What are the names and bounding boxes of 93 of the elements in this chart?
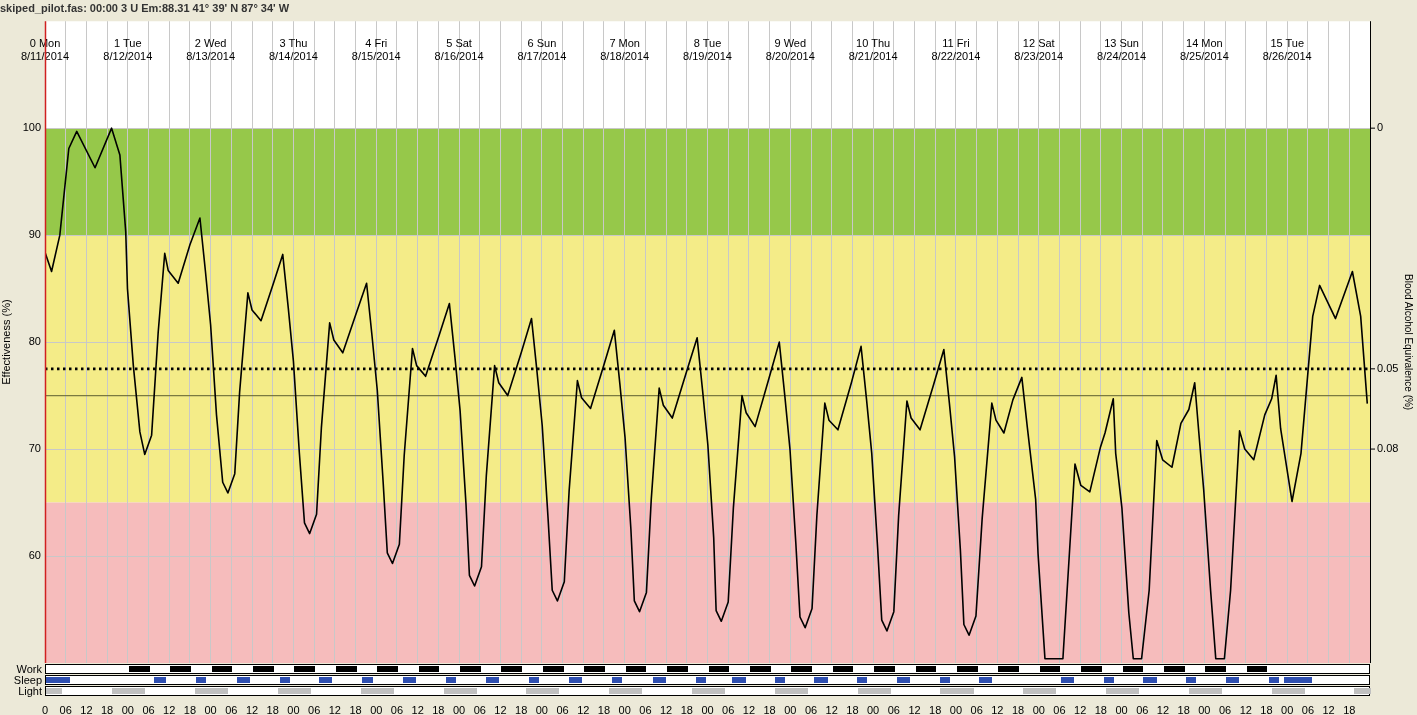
x2-tick-label: 15 Tue 8/26/2014 bbox=[1262, 37, 1312, 63]
x-tick-label: 12 bbox=[494, 703, 507, 715]
y-tick-label: 70 bbox=[28, 442, 41, 455]
x-tick-label: 12 bbox=[991, 703, 1004, 715]
x-tick-label: 06 bbox=[142, 703, 155, 715]
x-tick-label: 12 bbox=[1156, 703, 1170, 715]
x-tick-label: 00 bbox=[701, 703, 714, 715]
x2-tick-label: 10 Thu 8/21/2014 bbox=[848, 37, 898, 63]
x-tick-label: 06 bbox=[390, 703, 404, 715]
x-tick-label: 00 bbox=[1281, 703, 1294, 715]
x-tick-label: 18 bbox=[763, 703, 776, 715]
text: Light bbox=[18, 684, 42, 697]
x-tick-label: 18 bbox=[432, 703, 445, 715]
x2-tick-label: 3 Thu 8/14/2014 bbox=[268, 37, 318, 63]
annotation: 0 bbox=[1377, 121, 1384, 134]
x-tick-label: 00 bbox=[867, 703, 880, 715]
x-tick-label: 00 bbox=[1198, 703, 1211, 715]
x-tick-label: 12 bbox=[411, 703, 424, 715]
x2-tick-label: 11 Fri 8/22/2014 bbox=[931, 37, 981, 63]
x-tick-label: 18 bbox=[680, 703, 693, 715]
x2-tick-label: 14 Mon 8/25/2014 bbox=[1179, 37, 1229, 63]
x-tick-label: 06 bbox=[804, 703, 818, 715]
x-tick-label: 00 bbox=[1115, 703, 1128, 715]
y-axis-title: Effectiveness (%) bbox=[0, 299, 12, 385]
x-tick-label: 18 bbox=[1094, 703, 1107, 715]
x-tick-label: 06 bbox=[970, 703, 983, 715]
x2-tick-label: 12 Sat 8/23/2014 bbox=[1014, 37, 1064, 63]
x-tick-label: 18 bbox=[1343, 703, 1356, 715]
x-tick-label: 18 bbox=[846, 703, 859, 715]
x-tick-label: 18 bbox=[1177, 703, 1190, 715]
x-tick-label: 18 bbox=[929, 703, 942, 715]
x-tick-label: 12 bbox=[245, 703, 259, 715]
text: Sleep bbox=[13, 673, 42, 686]
x-tick-label: 06 bbox=[722, 703, 735, 715]
x-tick-label: 12 bbox=[742, 703, 756, 715]
x-tick-label: 00 bbox=[949, 703, 963, 715]
x-tick-label: 00 bbox=[452, 703, 466, 715]
x-tick-label: 00 bbox=[618, 703, 631, 715]
x-tick-label: 06 bbox=[1301, 703, 1315, 715]
x-tick-label: 00 bbox=[784, 703, 797, 715]
x-tick-label: 06 bbox=[556, 703, 569, 715]
x-tick-label: 18 bbox=[349, 703, 362, 715]
x-tick-label: 00 bbox=[204, 703, 217, 715]
x-tick-label: 00 bbox=[370, 703, 383, 715]
x-tick-label: 06 bbox=[887, 703, 900, 715]
x-tick-label: 18 bbox=[597, 703, 611, 715]
chart-title: skiped_pilot.fas: 00:00 3 U Em:88.31 41° 39' N 87° 34' W bbox=[0, 1, 290, 14]
x-tick-label: 12 bbox=[577, 703, 590, 715]
x-tick-label: 06 bbox=[639, 703, 652, 715]
x-tick-label: 12 bbox=[825, 703, 838, 715]
x2-tick-label: 1 Tue 8/12/2014 bbox=[103, 37, 153, 63]
x-tick-label: 18 bbox=[183, 703, 197, 715]
y-tick-label: 60 bbox=[28, 549, 41, 562]
x-tick-label: 00 bbox=[121, 703, 134, 715]
x-tick-label: 12 bbox=[328, 703, 341, 715]
x-tick-label: 12 bbox=[1322, 703, 1335, 715]
x-tick-label: 18 bbox=[266, 703, 279, 715]
x-tick-label: 18 bbox=[1260, 703, 1273, 715]
x2-tick-label: 9 Wed 8/20/2014 bbox=[765, 37, 815, 63]
x-tick-label: 00 bbox=[1032, 703, 1045, 715]
x-tick-label: 12 bbox=[659, 703, 673, 715]
annotation: 0.05 bbox=[1377, 361, 1399, 374]
x-tick-label: 18 bbox=[515, 703, 528, 715]
x-tick-label: 06 bbox=[473, 703, 486, 715]
x2-tick-label: 7 Mon 8/18/2014 bbox=[600, 37, 650, 63]
y-tick-label: 90 bbox=[28, 228, 41, 241]
x-tick-label: 12 bbox=[163, 703, 176, 715]
y-tick-label: 80 bbox=[28, 335, 41, 348]
x-tick-label: 06 bbox=[59, 703, 72, 715]
x-tick-label: 00 bbox=[535, 703, 548, 715]
x-tick-label: 12 bbox=[1239, 703, 1252, 715]
x-tick-label: 00 bbox=[287, 703, 300, 715]
x2-tick-label: 6 Sun 8/17/2014 bbox=[517, 37, 567, 63]
x-tick-label: 06 bbox=[1136, 703, 1149, 715]
x2-tick-label: 5 Sat 8/16/2014 bbox=[434, 37, 484, 63]
x-tick-label: 12 bbox=[908, 703, 921, 715]
y-tick-label: 100 bbox=[22, 121, 41, 134]
x-tick-label: 06 bbox=[1053, 703, 1066, 715]
x-tick-label: 0 bbox=[41, 703, 49, 715]
annotation: 0.08 bbox=[1377, 442, 1399, 455]
x2-tick-label: 8 Tue 8/19/2014 bbox=[683, 37, 732, 63]
x-tick-label: 18 bbox=[100, 703, 114, 715]
y2-axis-title: Blood Alcohol Equivalence (%) bbox=[1403, 274, 1415, 411]
x2-tick-label: 13 Sun 8/24/2014 bbox=[1097, 37, 1147, 63]
x2-tick-label: 2 Wed 8/13/2014 bbox=[186, 37, 236, 63]
x-tick-label: 12 bbox=[1074, 703, 1087, 715]
x-tick-label: 06 bbox=[308, 703, 321, 715]
x-tick-label: 06 bbox=[225, 703, 238, 715]
x2-tick-label: 4 Fri 8/15/2014 bbox=[351, 37, 401, 63]
x-tick-label: 12 bbox=[80, 703, 93, 715]
x-tick-label: 06 bbox=[1218, 703, 1232, 715]
text: Work bbox=[16, 662, 43, 675]
x-tick-label: 18 bbox=[1011, 703, 1025, 715]
